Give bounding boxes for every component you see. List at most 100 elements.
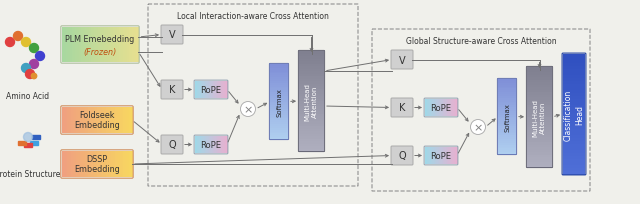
FancyBboxPatch shape	[109, 108, 111, 133]
FancyBboxPatch shape	[79, 28, 81, 63]
FancyBboxPatch shape	[299, 74, 324, 77]
FancyBboxPatch shape	[498, 96, 516, 99]
FancyBboxPatch shape	[299, 102, 324, 104]
FancyBboxPatch shape	[563, 114, 585, 118]
FancyBboxPatch shape	[270, 102, 288, 104]
FancyBboxPatch shape	[119, 28, 122, 63]
FancyBboxPatch shape	[498, 100, 516, 102]
Text: Multi-Head
Attention: Multi-Head Attention	[532, 99, 547, 136]
FancyBboxPatch shape	[299, 116, 324, 119]
Circle shape	[24, 133, 33, 142]
FancyBboxPatch shape	[62, 28, 65, 63]
FancyBboxPatch shape	[270, 117, 288, 119]
FancyBboxPatch shape	[215, 136, 216, 153]
FancyBboxPatch shape	[447, 147, 449, 164]
FancyBboxPatch shape	[435, 100, 436, 116]
FancyBboxPatch shape	[299, 114, 324, 117]
FancyBboxPatch shape	[563, 126, 585, 130]
FancyBboxPatch shape	[131, 151, 132, 177]
FancyBboxPatch shape	[440, 100, 442, 116]
FancyBboxPatch shape	[299, 96, 324, 100]
FancyBboxPatch shape	[215, 82, 216, 99]
Text: RoPE: RoPE	[431, 103, 451, 112]
FancyBboxPatch shape	[93, 108, 96, 133]
FancyBboxPatch shape	[456, 100, 458, 116]
FancyBboxPatch shape	[454, 100, 456, 116]
FancyBboxPatch shape	[498, 141, 516, 144]
FancyBboxPatch shape	[270, 121, 288, 123]
FancyBboxPatch shape	[299, 79, 324, 82]
FancyBboxPatch shape	[210, 136, 211, 153]
FancyBboxPatch shape	[270, 115, 288, 118]
FancyBboxPatch shape	[442, 100, 443, 116]
FancyBboxPatch shape	[498, 80, 516, 82]
FancyBboxPatch shape	[456, 147, 457, 164]
FancyBboxPatch shape	[299, 134, 324, 137]
FancyBboxPatch shape	[563, 144, 585, 148]
FancyBboxPatch shape	[427, 147, 428, 164]
FancyBboxPatch shape	[106, 28, 108, 63]
FancyBboxPatch shape	[118, 151, 120, 177]
FancyBboxPatch shape	[270, 136, 288, 138]
FancyBboxPatch shape	[84, 108, 87, 133]
FancyBboxPatch shape	[270, 83, 288, 86]
FancyBboxPatch shape	[81, 108, 83, 133]
FancyBboxPatch shape	[92, 108, 94, 133]
FancyBboxPatch shape	[122, 108, 124, 133]
FancyBboxPatch shape	[438, 100, 439, 116]
FancyBboxPatch shape	[197, 82, 198, 99]
FancyBboxPatch shape	[498, 83, 516, 86]
FancyBboxPatch shape	[563, 100, 585, 103]
FancyBboxPatch shape	[206, 82, 207, 99]
FancyBboxPatch shape	[563, 162, 585, 166]
FancyBboxPatch shape	[428, 100, 429, 116]
FancyBboxPatch shape	[79, 108, 82, 133]
FancyBboxPatch shape	[498, 104, 516, 106]
FancyBboxPatch shape	[136, 28, 138, 63]
FancyBboxPatch shape	[447, 100, 448, 116]
FancyBboxPatch shape	[213, 136, 214, 153]
FancyBboxPatch shape	[203, 82, 204, 99]
FancyBboxPatch shape	[438, 100, 440, 116]
FancyBboxPatch shape	[563, 168, 585, 172]
Text: Multi-Head
Attention: Multi-Head Attention	[305, 83, 318, 120]
FancyBboxPatch shape	[120, 151, 122, 177]
FancyBboxPatch shape	[498, 121, 516, 123]
FancyBboxPatch shape	[299, 144, 324, 147]
FancyBboxPatch shape	[498, 130, 516, 132]
FancyBboxPatch shape	[433, 100, 435, 116]
FancyBboxPatch shape	[563, 118, 585, 121]
FancyBboxPatch shape	[563, 153, 585, 157]
FancyBboxPatch shape	[69, 108, 71, 133]
FancyBboxPatch shape	[65, 108, 68, 133]
FancyBboxPatch shape	[448, 100, 449, 116]
FancyBboxPatch shape	[77, 151, 80, 177]
FancyBboxPatch shape	[527, 80, 552, 83]
FancyBboxPatch shape	[498, 93, 516, 95]
FancyBboxPatch shape	[527, 95, 552, 98]
FancyBboxPatch shape	[224, 136, 225, 153]
FancyBboxPatch shape	[161, 26, 183, 45]
FancyBboxPatch shape	[270, 104, 288, 106]
FancyBboxPatch shape	[106, 108, 108, 133]
FancyBboxPatch shape	[563, 111, 585, 115]
FancyBboxPatch shape	[62, 108, 64, 133]
Text: PLM Emebedding: PLM Emebedding	[65, 35, 134, 44]
FancyBboxPatch shape	[270, 68, 288, 71]
FancyBboxPatch shape	[71, 151, 73, 177]
FancyBboxPatch shape	[77, 28, 79, 63]
FancyBboxPatch shape	[452, 100, 454, 116]
FancyBboxPatch shape	[104, 108, 106, 133]
FancyBboxPatch shape	[563, 123, 585, 127]
Text: (Frozen): (Frozen)	[83, 47, 116, 56]
FancyBboxPatch shape	[92, 28, 95, 63]
FancyBboxPatch shape	[527, 88, 552, 91]
FancyBboxPatch shape	[498, 134, 516, 136]
FancyBboxPatch shape	[109, 28, 112, 63]
FancyBboxPatch shape	[108, 151, 109, 177]
FancyBboxPatch shape	[92, 151, 94, 177]
FancyBboxPatch shape	[299, 59, 324, 62]
FancyBboxPatch shape	[216, 136, 217, 153]
FancyBboxPatch shape	[444, 100, 445, 116]
FancyBboxPatch shape	[563, 159, 585, 163]
